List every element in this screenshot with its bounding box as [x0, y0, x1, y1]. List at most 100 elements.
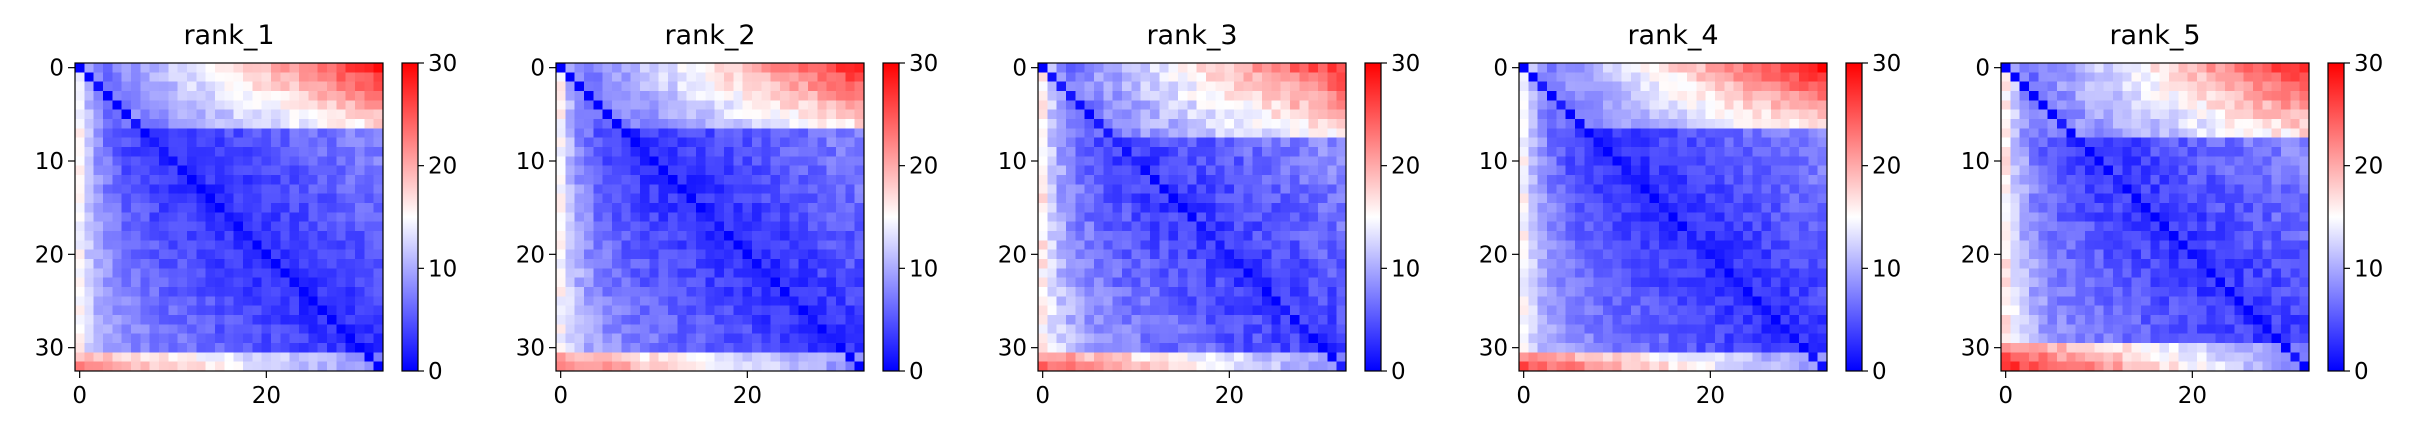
- heatmap-cell: [2066, 203, 2077, 213]
- heatmap-cell: [1705, 315, 1716, 325]
- heatmap-cell: [327, 81, 337, 92]
- heatmap-cell: [1206, 128, 1216, 139]
- heatmap-cell: [1621, 91, 1632, 101]
- heatmap-cell: [630, 343, 641, 353]
- heatmap-cell: [1621, 212, 1632, 223]
- heatmap-cell: [196, 259, 207, 269]
- heatmap-cell: [93, 128, 104, 139]
- heatmap-cell: [1817, 240, 1828, 251]
- heatmap-cell: [1206, 175, 1216, 185]
- heatmap-cell: [593, 137, 604, 148]
- heatmap-cell: [686, 72, 697, 83]
- heatmap-cell: [1056, 221, 1067, 232]
- heatmap-cell: [103, 268, 113, 279]
- heatmap-cell: [798, 203, 809, 213]
- heatmap-cell: [1122, 305, 1132, 316]
- heatmap-cell: [752, 249, 762, 260]
- heatmap-cell: [789, 212, 800, 223]
- heatmap-cell: [327, 305, 337, 316]
- heatmap-cell: [1603, 100, 1613, 111]
- heatmap-cell: [1187, 100, 1198, 111]
- heatmap-cell: [103, 119, 113, 129]
- heatmap-cell: [103, 100, 113, 111]
- heatmap-cell: [2075, 119, 2086, 129]
- heatmap-cell: [1252, 343, 1263, 353]
- heatmap-cell: [84, 137, 95, 148]
- heatmap-cell: [612, 296, 622, 307]
- heatmap-cell: [789, 324, 800, 335]
- heatmap-cell: [364, 91, 375, 101]
- heatmap-cell: [649, 315, 660, 325]
- heatmap-cell: [327, 268, 337, 279]
- heatmap-cell: [2150, 91, 2161, 101]
- heatmap-cell: [271, 147, 281, 157]
- heatmap-cell: [205, 231, 216, 241]
- heatmap-cell: [1327, 324, 1338, 335]
- heatmap-cell: [789, 259, 800, 269]
- heatmap-cell: [159, 119, 169, 129]
- y-tick-label: 10: [35, 149, 64, 175]
- heatmap-cell: [233, 240, 244, 251]
- heatmap-cell: [742, 268, 753, 279]
- heatmap-cell: [1640, 343, 1651, 353]
- heatmap-cell: [261, 63, 272, 73]
- heatmap-cell: [574, 63, 585, 73]
- heatmap-cell: [649, 81, 660, 92]
- heatmap-cell: [2019, 91, 2030, 101]
- heatmap-cell: [224, 268, 235, 279]
- heatmap-cell: [1252, 147, 1263, 157]
- heatmap-cell: [1122, 287, 1132, 297]
- heatmap-cell: [140, 100, 151, 111]
- heatmap-cell: [289, 91, 300, 101]
- heatmap-cell: [75, 268, 85, 279]
- heatmap-cell: [1799, 100, 1809, 111]
- heatmap-cell: [1234, 277, 1244, 288]
- heatmap-cell: [1519, 221, 1529, 232]
- heatmap-cell: [1224, 240, 1235, 251]
- heatmap-cell: [1631, 184, 1641, 195]
- heatmap-cell: [1761, 221, 1772, 232]
- heatmap-cell: [1808, 184, 1819, 195]
- heatmap-cell: [1659, 175, 1669, 185]
- heatmap-cell: [565, 91, 576, 101]
- heatmap-cell: [1280, 72, 1291, 83]
- heatmap-cell: [336, 72, 347, 83]
- heatmap-cell: [1677, 361, 1688, 372]
- heatmap-cell: [364, 240, 375, 251]
- heatmap-cell: [854, 343, 865, 353]
- heatmap-cell: [696, 221, 706, 232]
- heatmap-cell: [112, 277, 123, 288]
- heatmap-cell: [1262, 287, 1272, 297]
- heatmap-cell: [261, 277, 272, 288]
- heatmap-cell: [1075, 165, 1086, 176]
- heatmap-cell: [789, 343, 800, 353]
- heatmap-cell: [1280, 333, 1291, 344]
- heatmap-cell: [1038, 231, 1048, 241]
- heatmap-cell: [103, 212, 113, 223]
- heatmap-cell: [1084, 315, 1095, 325]
- heatmap-cell: [798, 91, 809, 101]
- heatmap-cell: [93, 100, 104, 111]
- heatmap-cell: [224, 72, 235, 83]
- heatmap-cell: [630, 119, 641, 129]
- heatmap-cell: [1668, 109, 1679, 120]
- heatmap-cell: [770, 249, 781, 260]
- heatmap-cell: [1789, 72, 1800, 83]
- heatmap-cell: [317, 193, 328, 204]
- heatmap-cell: [1659, 333, 1669, 344]
- heatmap-cell: [168, 333, 179, 344]
- heatmap-cell: [1743, 128, 1753, 139]
- heatmap-cell: [1168, 128, 1179, 139]
- heatmap-cell: [1724, 249, 1735, 260]
- heatmap-cell: [1168, 361, 1179, 372]
- heatmap-cell: [243, 324, 253, 335]
- heatmap-cell: [621, 287, 632, 297]
- heatmap-cell: [1733, 91, 1744, 101]
- heatmap-cell: [2169, 128, 2179, 139]
- heatmap-cell: [584, 324, 594, 335]
- heatmap-cell: [584, 193, 594, 204]
- heatmap-cell: [308, 333, 319, 344]
- heatmap-cell: [1696, 324, 1707, 335]
- heatmap-cell: [1817, 249, 1828, 260]
- heatmap-cell: [187, 296, 197, 307]
